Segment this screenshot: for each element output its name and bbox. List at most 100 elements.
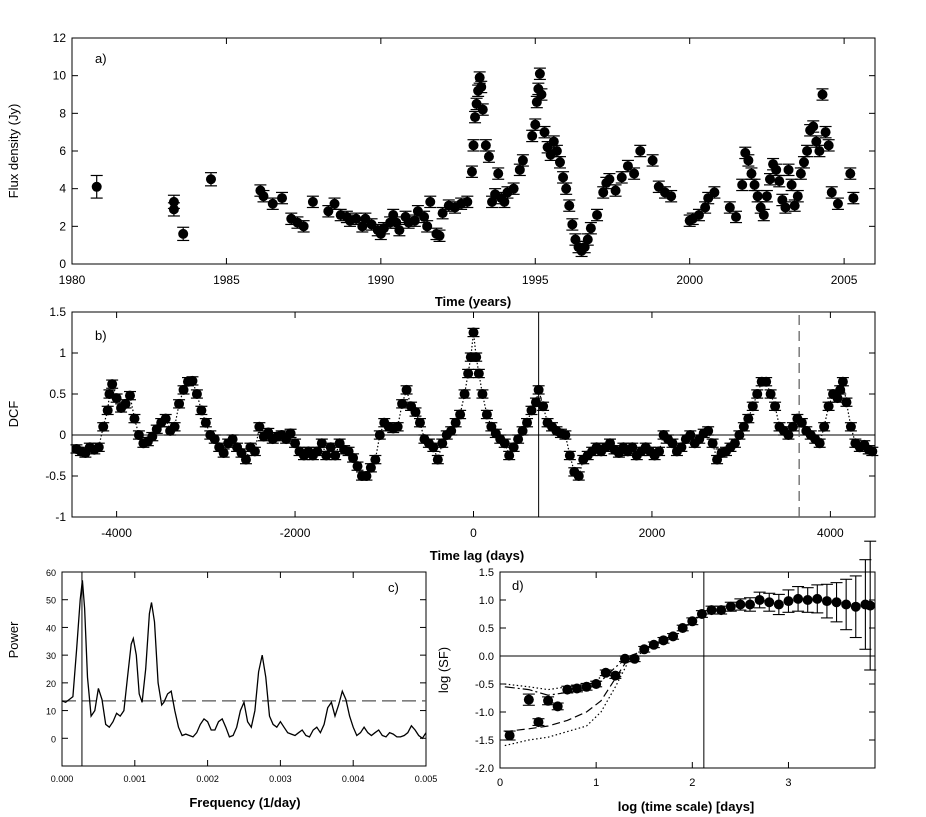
data-point — [277, 193, 288, 204]
data-point — [823, 401, 834, 412]
data-point — [329, 198, 340, 209]
data-point — [600, 667, 611, 678]
data-point — [450, 417, 461, 428]
data-point — [817, 89, 828, 100]
data-point — [191, 389, 202, 399]
y-tick-label: 4 — [59, 182, 66, 196]
data-point — [543, 695, 554, 706]
x-tick-label: 0.005 — [415, 774, 438, 784]
data-point — [437, 208, 448, 219]
data-point — [819, 421, 830, 432]
data-point — [622, 161, 633, 172]
data-point — [716, 605, 727, 616]
data-point — [629, 168, 640, 179]
y-tick-label: 1.5 — [49, 305, 66, 319]
data-point — [865, 600, 876, 611]
data-point — [102, 405, 113, 416]
data-point — [533, 384, 544, 395]
data-point — [648, 639, 659, 650]
data-point — [558, 172, 569, 183]
data-point — [598, 187, 609, 198]
data-point — [707, 438, 718, 449]
data-point — [616, 172, 627, 183]
data-point — [734, 430, 745, 440]
data-point — [539, 127, 550, 138]
data-point — [459, 389, 470, 399]
data-point — [523, 694, 534, 705]
y-tick-label: 40 — [46, 623, 56, 633]
data-point — [493, 168, 504, 179]
y-tick-label: -1 — [55, 510, 66, 524]
y-tick-label: 1.5 — [479, 567, 494, 579]
data-point — [196, 405, 207, 416]
data-point — [787, 421, 798, 432]
data-point — [591, 679, 602, 689]
data-point — [397, 398, 408, 409]
data-point — [455, 409, 466, 420]
data-point — [425, 196, 436, 207]
y-tick-label: 50 — [46, 596, 56, 606]
data-point — [470, 112, 481, 123]
data-point — [477, 104, 488, 115]
data-point — [845, 168, 856, 179]
x-tick-label: -4000 — [101, 526, 132, 540]
data-point — [795, 168, 806, 179]
data-point — [835, 384, 846, 395]
data-point — [773, 599, 784, 610]
data-point — [178, 228, 189, 239]
y-axis-label: DCF — [6, 401, 21, 428]
data-point — [374, 430, 385, 440]
data-point — [321, 450, 332, 461]
data-point — [218, 448, 229, 459]
y-tick-label: -1.0 — [475, 707, 494, 719]
data-point — [468, 140, 479, 151]
data-point — [761, 191, 772, 202]
data-point — [514, 164, 525, 175]
data-point — [200, 417, 211, 428]
power-spectrum-curve — [61, 580, 427, 740]
y-tick-label: 1.0 — [479, 595, 494, 607]
data-point — [585, 223, 596, 234]
panel-label: a) — [95, 51, 107, 66]
data-point — [414, 417, 425, 428]
data-point — [474, 72, 485, 83]
y-tick-label: 10 — [53, 69, 67, 83]
data-point — [668, 631, 679, 642]
data-point — [534, 68, 545, 79]
data-point — [548, 136, 559, 147]
data-point — [290, 438, 301, 449]
data-point — [814, 438, 825, 449]
data-point — [693, 210, 704, 221]
data-point — [735, 599, 746, 610]
y-tick-label: -1.5 — [475, 735, 494, 747]
data-point — [316, 438, 327, 449]
data-point — [111, 393, 122, 404]
data-point — [564, 450, 575, 461]
data-point — [463, 368, 474, 379]
data-point — [676, 442, 687, 453]
data-point — [774, 176, 785, 187]
data-point — [745, 599, 755, 610]
data-point — [394, 225, 405, 236]
y-tick-label: 0 — [51, 734, 56, 744]
x-tick-label: 0.000 — [51, 774, 74, 784]
data-point — [685, 430, 696, 440]
data-point — [536, 89, 547, 100]
y-tick-label: -0.5 — [475, 679, 494, 691]
data-point — [770, 401, 781, 412]
y-tick-label: 2 — [59, 219, 66, 233]
panel-a-flux-light-curve: a) Flux density (Jy) Time (years) 1980 19… — [6, 31, 876, 309]
data-point — [738, 421, 749, 432]
panel-label: c) — [388, 580, 399, 595]
data-point — [706, 605, 717, 616]
x-tick-label: 0.001 — [124, 774, 147, 784]
data-point — [409, 215, 420, 226]
data-point — [168, 196, 179, 207]
y-tick-label: 0 — [59, 428, 66, 442]
y-tick-label: 60 — [46, 568, 56, 578]
data-point — [160, 413, 171, 424]
data-point — [808, 121, 819, 132]
data-point — [850, 601, 861, 612]
data-point — [610, 185, 621, 196]
data-point — [658, 635, 669, 646]
